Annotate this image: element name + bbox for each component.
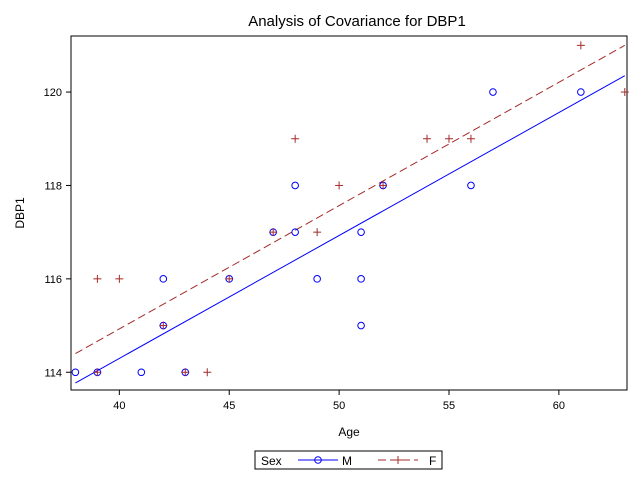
data-point-f <box>159 321 168 330</box>
data-point-m <box>313 275 321 283</box>
fit-line-m <box>75 75 626 384</box>
data-point-f <box>620 88 629 97</box>
y-axis: 114 116 118 120 <box>44 87 71 379</box>
data-point-m <box>291 181 299 190</box>
y-tick-label: 114 <box>44 367 62 379</box>
chart-title: Analysis of Covariance for DBP1 <box>248 13 466 30</box>
legend-label-m: M <box>342 454 352 468</box>
data-point-f <box>291 134 300 143</box>
data-point-m <box>357 228 365 236</box>
data-point-m <box>71 368 80 377</box>
data-point-f <box>576 41 585 50</box>
data-point-f <box>181 368 190 377</box>
legend-box <box>254 450 443 470</box>
data-point-f <box>313 228 322 237</box>
data-point-f <box>466 134 475 143</box>
data-point-f <box>225 274 234 283</box>
y-axis-label: DBP1 <box>13 197 27 229</box>
x-tick-label: 50 <box>333 400 345 412</box>
data-points <box>71 41 629 377</box>
data-point-m <box>489 88 497 96</box>
legend: Sex M F <box>254 450 443 470</box>
legend-marker-f <box>394 456 402 464</box>
data-point-m <box>291 228 299 236</box>
fit-lines <box>75 44 626 384</box>
legend-label-f: F <box>429 454 436 468</box>
data-point-m <box>159 275 168 283</box>
data-point-f <box>203 368 212 377</box>
y-tick-label: 118 <box>44 180 62 192</box>
x-tick-label: 55 <box>443 400 455 412</box>
data-point-f <box>115 274 124 283</box>
data-point-m <box>577 88 585 96</box>
data-point-m <box>137 368 146 377</box>
data-point-f <box>93 274 102 283</box>
legend-marker-m <box>314 456 322 464</box>
data-point-f <box>269 228 278 237</box>
y-tick-label: 120 <box>44 87 62 99</box>
data-point-f <box>423 134 432 143</box>
plot-frame <box>70 35 628 391</box>
y-tick-label: 116 <box>44 274 62 286</box>
data-point-f <box>93 368 102 377</box>
data-point-f <box>444 134 453 143</box>
data-point-f <box>335 181 344 190</box>
x-tick-label: 60 <box>553 400 565 412</box>
data-point-m <box>357 275 365 283</box>
x-axis-label: Age <box>338 425 360 439</box>
legend-title: Sex <box>261 454 282 468</box>
data-point-m <box>357 321 365 330</box>
x-tick-label: 45 <box>223 400 235 412</box>
data-point-m <box>467 181 475 190</box>
data-point-f <box>379 181 388 190</box>
x-tick-label: 40 <box>113 400 125 412</box>
fit-line-f <box>75 44 626 355</box>
x-axis: 40 45 50 55 60 <box>113 390 565 412</box>
